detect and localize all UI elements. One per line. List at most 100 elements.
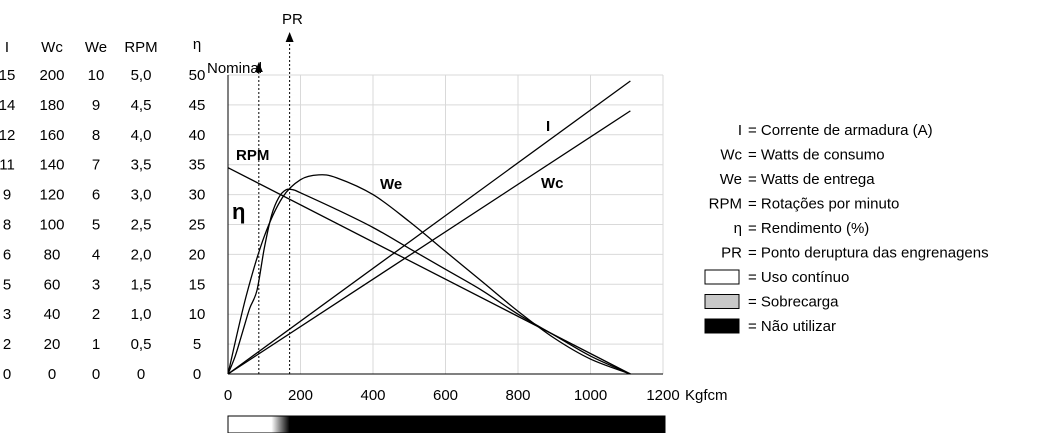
x-axis-ticks: 0 200 400 600 800 1000 1200 bbox=[224, 387, 680, 404]
x-tick-label: 600 bbox=[433, 387, 458, 404]
scale-header: We bbox=[85, 39, 107, 56]
scale-tick: 5,0 bbox=[131, 67, 152, 84]
chart-grid bbox=[228, 74, 664, 374]
scale-header: η bbox=[193, 36, 201, 53]
scale-tick: 20 bbox=[189, 246, 206, 263]
curves bbox=[227, 80, 631, 375]
scale-tick: 140 bbox=[39, 157, 64, 174]
scale-header: RPM bbox=[124, 39, 157, 56]
legend-symbol: η bbox=[734, 220, 742, 237]
scale-tick: 1,5 bbox=[131, 276, 152, 293]
legend: I = Corrente de armadura (A) Wc = Watts de … bbox=[709, 122, 989, 262]
scale-tick: 15 bbox=[189, 276, 206, 293]
scale-tick: 15 bbox=[0, 67, 15, 84]
scale-header: Wc bbox=[41, 39, 63, 56]
scale-tick: 4,0 bbox=[131, 127, 152, 144]
scale-tick: 2,5 bbox=[131, 217, 152, 234]
curve-label: We bbox=[380, 176, 402, 193]
scale-tick: 5 bbox=[3, 276, 11, 293]
scale-tick: 0 bbox=[193, 366, 201, 383]
legend-text: = Corrente de armadura (A) bbox=[748, 122, 933, 139]
scale-tick: 180 bbox=[39, 97, 64, 114]
curve-labels: I Wc RPM We η bbox=[232, 118, 564, 224]
usage-swatch bbox=[704, 318, 740, 334]
marker-arrow bbox=[285, 32, 294, 42]
scale-tick: 6 bbox=[3, 246, 11, 263]
scale-tick: 2 bbox=[3, 336, 11, 353]
legend-text: = Ponto deruptura das engrenagens bbox=[748, 245, 989, 262]
legend-text: = Rendimento (%) bbox=[748, 220, 869, 237]
scale-tick: 40 bbox=[44, 306, 61, 323]
curve-η bbox=[227, 188, 631, 375]
scale-tick: 3,5 bbox=[131, 157, 152, 174]
scale-tick: 8 bbox=[92, 127, 100, 144]
x-tick-label: 200 bbox=[288, 387, 313, 404]
scale-tick: 3,0 bbox=[131, 187, 152, 204]
scale-tick: 1,0 bbox=[131, 306, 152, 323]
scale-tick: 10 bbox=[189, 306, 206, 323]
scale-tick: 5 bbox=[92, 217, 100, 234]
scale-tick: 6 bbox=[92, 187, 100, 204]
marker-label: PR bbox=[282, 11, 303, 28]
legend-symbol: We bbox=[720, 171, 742, 188]
scale-tick: 100 bbox=[39, 217, 64, 234]
curve-we bbox=[227, 174, 631, 375]
x-tick-label: 0 bbox=[224, 387, 232, 404]
scale-tick: 0,5 bbox=[131, 336, 152, 353]
scale-tick: 4 bbox=[92, 246, 100, 263]
legend-symbol: Wc bbox=[720, 147, 742, 164]
scale-tick: 80 bbox=[44, 246, 61, 263]
scale-tick: 60 bbox=[44, 276, 61, 293]
scale-tick: 200 bbox=[39, 67, 64, 84]
scale-tick: 2,0 bbox=[131, 246, 152, 263]
curve-label: RPM bbox=[236, 147, 269, 164]
curve-i bbox=[227, 80, 631, 375]
scale-tick: 8 bbox=[3, 217, 11, 234]
scale-tick: 3 bbox=[3, 306, 11, 323]
usage-legend: = Uso contínuo = Sobrecarga = Não utilizar bbox=[704, 269, 849, 335]
usage-swatch bbox=[704, 294, 740, 309]
scale-tick: 10 bbox=[88, 67, 105, 84]
scale-tick: 1 bbox=[92, 336, 100, 353]
scale-tick: 50 bbox=[189, 67, 206, 84]
curve-rpm bbox=[227, 167, 631, 375]
scale-tick: 160 bbox=[39, 127, 64, 144]
legend-text: = Watts de consumo bbox=[748, 147, 885, 164]
scale-tick: 7 bbox=[92, 157, 100, 174]
scale-tick: 120 bbox=[39, 187, 64, 204]
legend-symbol: I bbox=[738, 122, 742, 139]
y-scale-columns: I151412119865320Wc2001801601401201008060… bbox=[0, 36, 205, 383]
scale-tick: 0 bbox=[48, 366, 56, 383]
scale-tick: 9 bbox=[3, 187, 11, 204]
x-tick-label: 400 bbox=[360, 387, 385, 404]
scale-tick: 3 bbox=[92, 276, 100, 293]
scale-tick: 30 bbox=[189, 187, 206, 204]
x-axis-label: Kgfcm bbox=[685, 387, 728, 404]
scale-tick: 0 bbox=[3, 366, 11, 383]
x-tick-label: 800 bbox=[505, 387, 530, 404]
usage-bar bbox=[227, 415, 666, 433]
scale-tick: 14 bbox=[0, 97, 15, 114]
scale-tick: 45 bbox=[189, 97, 206, 114]
legend-text: = Rotações por minuto bbox=[748, 196, 899, 213]
legend-symbol: RPM bbox=[709, 196, 742, 213]
scale-tick: 20 bbox=[44, 336, 61, 353]
scale-tick: 25 bbox=[189, 217, 206, 234]
legend-text: = Não utilizar bbox=[748, 318, 836, 335]
usage-swatch bbox=[704, 269, 740, 285]
scale-tick: 40 bbox=[189, 127, 206, 144]
curve-label: I bbox=[546, 118, 550, 135]
curve-label: Wc bbox=[541, 175, 564, 192]
legend-text: = Watts de entrega bbox=[748, 171, 875, 188]
scale-tick: 2 bbox=[92, 306, 100, 323]
scale-tick: 12 bbox=[0, 127, 15, 144]
scale-tick: 35 bbox=[189, 157, 206, 174]
legend-text: = Sobrecarga bbox=[748, 294, 839, 311]
chart-axes bbox=[227, 75, 663, 375]
marker-arrow bbox=[254, 62, 263, 72]
marker-label: Nominal bbox=[207, 60, 262, 77]
rating-markers: Nominal PR bbox=[207, 11, 303, 374]
scale-tick: 0 bbox=[137, 366, 145, 383]
scale-tick: 9 bbox=[92, 97, 100, 114]
